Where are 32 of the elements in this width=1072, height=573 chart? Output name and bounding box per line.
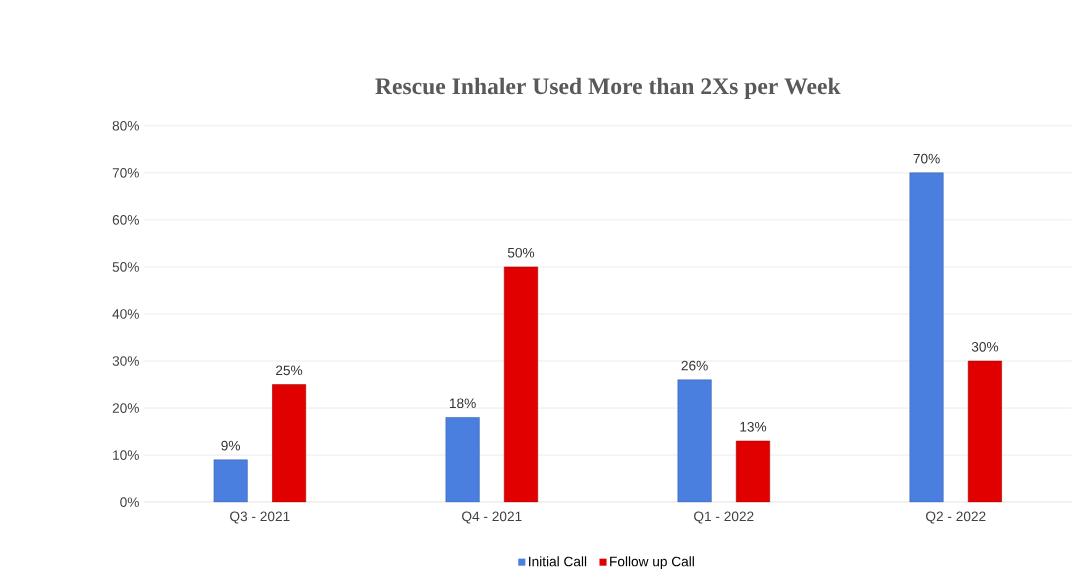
y-tick-label: 60% — [112, 215, 139, 225]
x-tick-label: Q4 - 2021 — [462, 511, 522, 524]
bar — [735, 440, 770, 503]
y-tick-label: 0% — [120, 497, 139, 507]
x-tick-label: Q2 - 2022 — [926, 511, 986, 524]
y-tick-label: 50% — [112, 262, 139, 272]
bar — [445, 417, 480, 503]
x-tick-label: Q1 - 2022 — [694, 511, 754, 524]
x-tick-label: Q3 - 2021 — [230, 511, 290, 524]
y-tick-label: 40% — [112, 309, 139, 319]
bar — [909, 172, 944, 503]
bar — [677, 379, 712, 503]
data-label: 13% — [740, 421, 767, 432]
data-label: 70% — [913, 153, 940, 164]
bar — [271, 384, 307, 503]
bar — [503, 266, 539, 503]
data-label: 18% — [449, 398, 476, 409]
y-tick-label: 80% — [112, 120, 139, 131]
chart-title: Rescue Inhaler Used More than 2Xs per Week — [375, 77, 841, 100]
legend-label: Follow up Call — [610, 556, 694, 570]
data-label: 30% — [971, 341, 999, 352]
y-tick-label: 10% — [113, 450, 139, 460]
y-tick-label: 70% — [112, 167, 139, 178]
data-label: 50% — [507, 247, 535, 258]
data-label: 9% — [221, 440, 240, 451]
legend-label: Initial Call — [529, 556, 587, 567]
y-tick-label: 30% — [112, 356, 139, 366]
data-label: 25% — [276, 365, 303, 376]
bar — [967, 360, 1002, 503]
bar — [213, 459, 248, 503]
y-tick-label: 20% — [112, 403, 139, 413]
data-label: 26% — [681, 360, 708, 371]
